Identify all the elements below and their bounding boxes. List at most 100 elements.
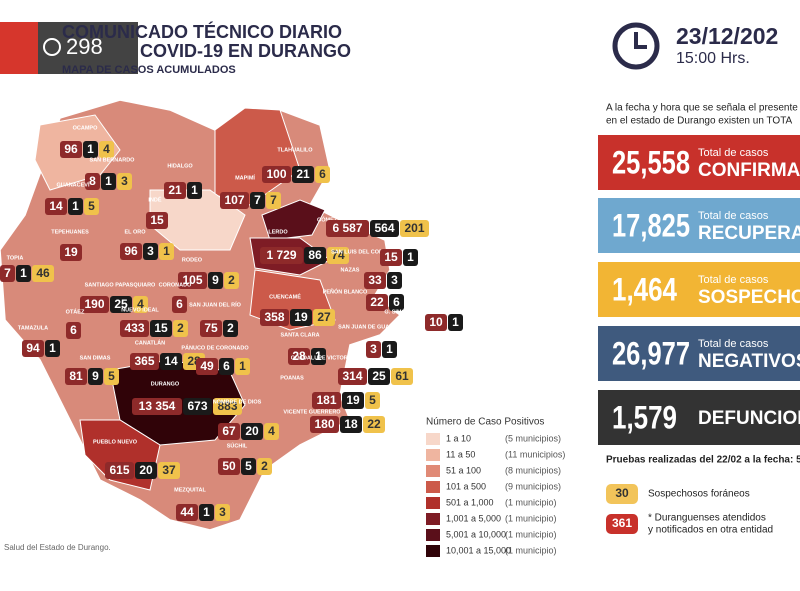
note-badge [606, 514, 638, 534]
live-overlay [38, 22, 138, 74]
municipality-name: SANTA CLARA [280, 332, 319, 338]
count-text: 4 [103, 142, 110, 156]
count-text: 10 [429, 315, 443, 329]
stat-number: 17,825 [612, 207, 690, 243]
count-cell [88, 368, 103, 385]
municipality-name: SAN DIMAS [80, 355, 111, 361]
note-text: y notificados en otra entidad [648, 525, 773, 536]
count-text: 15 [154, 321, 168, 335]
count-text: 1 [105, 174, 112, 188]
count-text: 2 [227, 321, 234, 335]
count-cell [315, 166, 330, 183]
count-cell [68, 198, 83, 215]
count-cell [235, 358, 250, 375]
legend-swatch [426, 497, 440, 509]
municipality-name: PÁNUCO DE CORONADO [181, 344, 249, 351]
count-cell [176, 504, 198, 521]
source: Salud del Estado de Durango. [4, 543, 111, 552]
count-text: 5 [108, 369, 115, 383]
count-cell [146, 212, 168, 229]
count-text: 7 [4, 266, 11, 280]
municipality-name: TOPIA [7, 255, 24, 261]
stat-card [598, 135, 800, 190]
count-text: 96 [124, 244, 138, 258]
region [261, 199, 326, 241]
stat-word: DEFUNCION [698, 408, 800, 429]
municipality-name: PUEBLO NUEVO [93, 439, 138, 445]
count-text: 49 [200, 359, 214, 373]
map-label: MAPA DE CASOS ACUMULADOS [62, 64, 236, 76]
stat-word: SOSPECHOS [698, 287, 800, 308]
count-cell [389, 294, 404, 311]
stat-number: 1,464 [612, 271, 677, 307]
count-text: 18 [344, 417, 358, 431]
municipality-name: LERDO [268, 229, 288, 235]
municipality-name: SAN BERNARDO [90, 157, 136, 163]
count-text: 314 [342, 369, 362, 383]
note-badge-text: 361 [612, 516, 632, 530]
count-cell [403, 249, 418, 266]
legend-range: 11 a 50 [446, 449, 475, 459]
stat-card [598, 390, 800, 445]
count-text: 25 [372, 369, 386, 383]
legend-swatch [426, 529, 440, 541]
count-text: 181 [316, 393, 336, 407]
count-text: 1 [163, 244, 170, 258]
count-text: 3 [121, 174, 128, 188]
count-text: 1 [452, 315, 459, 329]
count-cell [250, 192, 265, 209]
count-text: 3 [219, 505, 226, 519]
count-cell [104, 368, 119, 385]
count-text: 3 [370, 342, 377, 356]
count-text: 673 [187, 399, 207, 413]
count-text: 37 [162, 463, 176, 477]
legend-swatch [426, 449, 440, 461]
count-cell [208, 272, 223, 289]
count-cell [110, 296, 132, 313]
count-cell [158, 462, 180, 479]
count-text: 105 [182, 273, 202, 287]
count-text: 201 [404, 221, 424, 235]
municipality-name: GUANACEVÍ [56, 180, 89, 188]
count-text: 1 729 [266, 248, 296, 262]
legend-count: (1 municipio) [505, 545, 557, 555]
legend-range: 51 a 100 [446, 465, 481, 475]
legend-swatch [426, 481, 440, 493]
legend-swatch [426, 513, 440, 525]
count-text: 94 [26, 341, 40, 355]
count-cell [260, 309, 289, 326]
count-cell [199, 504, 214, 521]
legend-range: 5,001 a 10,000 [446, 529, 506, 539]
municipality-name: TLAHUALILO [277, 147, 313, 153]
count-text: 21 [168, 183, 182, 197]
count-cell [363, 416, 385, 433]
count-text: 6 587 [332, 221, 362, 235]
stat-word: NEGATIVOS [698, 351, 800, 372]
count-text: 6 [223, 359, 230, 373]
count-text: 100 [266, 167, 286, 181]
count-cell [0, 265, 15, 282]
count-text: 22 [367, 417, 381, 431]
legend-range: 1 a 10 [446, 433, 471, 443]
count-cell [172, 296, 187, 313]
count-text: 3 [147, 244, 154, 258]
count-text: 1 [407, 250, 414, 264]
municipality-name: SANTIAGO PAPASQUIARO [85, 282, 156, 288]
municipality-name: SAN JUAN DEL RÍO [189, 300, 242, 308]
count-text: 9 [92, 369, 99, 383]
count-text: 358 [264, 310, 284, 324]
count-cell [105, 462, 134, 479]
municipality-name: SÚCHIL [227, 442, 248, 449]
date: 23/12/202 [676, 23, 778, 49]
count-cell [448, 314, 463, 331]
count-cell [220, 192, 249, 209]
count-text: 44 [180, 505, 194, 519]
stat-number: 1,579 [612, 399, 677, 435]
count-text: 27 [317, 310, 331, 324]
count-cell [80, 296, 109, 313]
legend-count: (1 municipio) [505, 529, 557, 539]
count-cell [260, 247, 303, 264]
clock-icon [612, 22, 660, 70]
count-cell [132, 398, 182, 415]
count-text: 8 [89, 174, 96, 188]
